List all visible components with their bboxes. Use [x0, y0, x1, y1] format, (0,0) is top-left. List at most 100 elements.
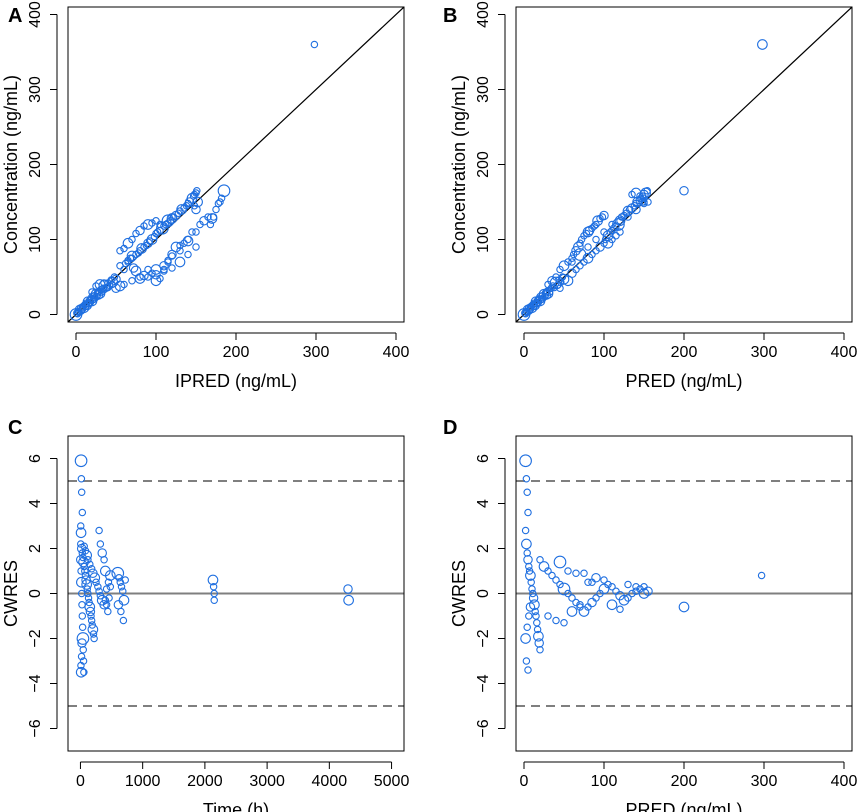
data-point	[521, 538, 532, 550]
data-point	[188, 228, 196, 236]
data-point	[566, 606, 578, 617]
data-point	[77, 638, 87, 648]
data-point	[104, 607, 112, 616]
data-point	[106, 582, 115, 591]
data-point	[536, 645, 544, 654]
data-point	[217, 194, 226, 203]
x-tick-label: 400	[383, 344, 410, 361]
data-point	[547, 275, 557, 286]
data-point	[520, 633, 531, 644]
data-point	[116, 247, 124, 255]
data-point	[576, 600, 584, 609]
panel-label: B	[443, 5, 457, 27]
data-point	[556, 580, 564, 589]
data-point	[573, 248, 587, 261]
data-point	[92, 578, 100, 586]
y-tick-label: 0	[27, 310, 44, 319]
panel-label: C	[8, 417, 22, 439]
data-point	[600, 576, 608, 584]
identity-line	[68, 7, 404, 322]
data-point	[568, 258, 576, 266]
plot-area	[516, 454, 852, 707]
data-point	[533, 625, 542, 634]
data-point	[174, 256, 186, 268]
data-point	[599, 210, 609, 221]
data-point	[102, 585, 111, 593]
y-tick-label: 2	[475, 544, 492, 553]
y-tick-label: 400	[27, 1, 44, 28]
data-point	[625, 205, 634, 214]
data-point	[592, 594, 600, 602]
data-point	[159, 260, 169, 271]
data-point	[207, 574, 219, 586]
x-tick-label: 3000	[249, 773, 285, 790]
data-point	[534, 638, 544, 648]
data-point	[168, 264, 176, 272]
data-point	[161, 214, 175, 228]
data-point	[576, 261, 584, 270]
data-point	[75, 527, 87, 539]
data-point	[77, 661, 85, 670]
data-point	[588, 224, 596, 233]
data-point	[528, 585, 536, 593]
panel-d: D 0 100 200 300 400 6 4 2 0 −2 −4 −6 PRED (ng/mL) CWRE…	[443, 417, 857, 812]
data-point	[556, 265, 564, 274]
data-point	[77, 474, 86, 483]
y-tick-label: 100	[27, 226, 44, 253]
data-point	[102, 600, 111, 609]
data-point	[78, 600, 86, 609]
plot-frame	[67, 435, 405, 752]
data-point	[523, 623, 531, 631]
y-tick-label: 6	[27, 454, 44, 463]
x-tick-label: 0	[520, 344, 529, 361]
data-point	[572, 598, 580, 607]
plot-frame	[67, 6, 405, 323]
x-tick-label: 200	[671, 773, 698, 790]
data-point	[99, 565, 111, 577]
plot-area	[516, 7, 852, 322]
data-point	[128, 235, 136, 244]
data-point	[525, 612, 533, 620]
data-point	[117, 607, 125, 616]
data-point	[567, 268, 577, 278]
data-point	[84, 555, 92, 564]
data-point	[180, 204, 188, 212]
data-point	[176, 241, 184, 250]
data-point	[97, 548, 107, 558]
data-point	[95, 587, 103, 595]
x-tick-label: 300	[303, 344, 330, 361]
x-tick-label: 100	[591, 773, 618, 790]
data-point	[598, 583, 610, 595]
data-point	[124, 258, 132, 266]
data-point	[640, 199, 648, 208]
data-point	[77, 488, 86, 496]
data-point	[614, 215, 626, 227]
y-tick-label: 300	[27, 76, 44, 103]
data-point	[636, 192, 644, 200]
data-point	[606, 599, 618, 611]
x-tick-label: 100	[591, 344, 618, 361]
y-tick-label: −2	[27, 629, 44, 647]
data-point	[618, 594, 630, 606]
data-point	[184, 197, 195, 207]
data-point	[552, 576, 560, 584]
data-point	[99, 599, 109, 610]
data-point	[522, 474, 531, 483]
data-point	[217, 184, 231, 198]
data-point	[81, 567, 89, 575]
data-point	[128, 276, 136, 285]
data-point	[571, 246, 581, 256]
data-point	[584, 243, 592, 251]
data-point	[644, 198, 652, 206]
data-point	[560, 618, 568, 627]
data-point	[78, 508, 87, 517]
data-point	[78, 612, 87, 620]
data-point	[80, 668, 88, 676]
data-point	[142, 219, 154, 230]
data-point	[144, 273, 152, 281]
data-point	[88, 288, 96, 296]
data-point	[558, 260, 570, 272]
data-point	[587, 597, 597, 608]
data-point	[624, 213, 632, 221]
